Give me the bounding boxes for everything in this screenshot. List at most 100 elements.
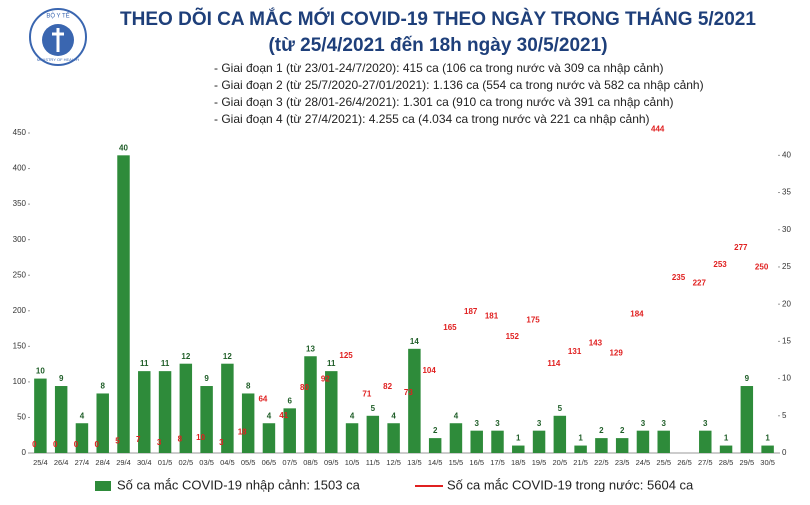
bar-label: 2 — [433, 426, 438, 435]
bar-label: 3 — [641, 419, 646, 428]
y2-tick-label: 20 — [782, 299, 791, 308]
x-tick-label: 25/4 — [33, 458, 48, 467]
bar-label: 11 — [140, 359, 149, 368]
bar — [387, 423, 400, 453]
bar-label: 4 — [267, 411, 272, 420]
x-tick-label: 20/5 — [553, 458, 568, 467]
bar-label: 1 — [578, 434, 583, 443]
x-tick-label: 03/5 — [199, 458, 214, 467]
line-label: 125 — [339, 351, 353, 360]
bar — [761, 445, 774, 453]
bar-label: 8 — [100, 382, 105, 391]
line-label: 250 — [755, 262, 769, 271]
y2-tick-label: 15 — [782, 336, 791, 345]
line-label: 0 — [74, 440, 79, 449]
y-tick-label: 300 — [13, 235, 27, 244]
bar — [179, 363, 193, 453]
bar-label: 3 — [537, 419, 542, 428]
line-label: 64 — [258, 395, 267, 404]
bar-label: 3 — [495, 419, 500, 428]
bar — [221, 363, 234, 453]
x-tick-label: 28/5 — [719, 458, 734, 467]
line-label: 7 — [136, 435, 141, 444]
bar-label: 12 — [223, 352, 232, 361]
y-tick-label: 50 — [17, 413, 26, 422]
bar — [574, 445, 587, 453]
annotation: - Giai đoạn 1 (từ 23/01-24/7/2020): 415 … — [214, 61, 664, 75]
bar — [615, 438, 629, 453]
bar — [138, 371, 151, 453]
line-label: 235 — [672, 273, 686, 282]
line-label: 104 — [422, 366, 436, 375]
line-label: 184 — [630, 309, 644, 318]
bar — [96, 393, 109, 453]
y-tick-label: 200 — [13, 306, 27, 315]
x-tick-label: 19/5 — [532, 458, 547, 467]
bar-label: 2 — [620, 426, 625, 435]
bar-label: 11 — [327, 359, 336, 368]
y2-tick-label: 25 — [782, 262, 791, 271]
x-tick-label: 04/5 — [220, 458, 235, 467]
bar-label: 4 — [391, 411, 396, 420]
x-tick-label: 27/5 — [698, 458, 713, 467]
y2-tick-label: 0 — [782, 448, 787, 457]
line-label: 131 — [568, 347, 582, 356]
x-tick-label: 25/5 — [656, 458, 671, 467]
x-tick-label: 13/5 — [407, 458, 422, 467]
x-tick-label: 12/5 — [386, 458, 401, 467]
line-label: 0 — [53, 440, 58, 449]
bar-label: 10 — [36, 367, 45, 376]
x-tick-label: 30/4 — [137, 458, 152, 467]
legend-swatch — [95, 481, 111, 491]
y2-tick-label: 5 — [782, 411, 787, 420]
bar — [34, 378, 47, 453]
bar-label: 11 — [161, 359, 170, 368]
line-label: 187 — [464, 307, 478, 316]
bar-label: 3 — [703, 419, 708, 428]
line-label: 71 — [362, 390, 371, 399]
x-tick-label: 11/5 — [366, 458, 380, 467]
line-label: 114 — [547, 359, 560, 368]
line-label: 0 — [94, 440, 99, 449]
x-tick-label: 02/5 — [179, 458, 194, 467]
x-tick-label: 29/4 — [116, 458, 131, 467]
x-tick-label: 29/5 — [740, 458, 755, 467]
x-tick-label: 01/5 — [158, 458, 173, 467]
bar-label: 3 — [661, 419, 666, 428]
x-tick-label: 15/5 — [449, 458, 464, 467]
bar-label: 4 — [454, 411, 459, 420]
bar — [699, 430, 712, 453]
bar-label: 3 — [474, 419, 479, 428]
y2-tick-label: 10 — [782, 374, 791, 383]
bar-label: 9 — [59, 374, 64, 383]
x-tick-label: 26/5 — [677, 458, 692, 467]
line-label: 181 — [485, 311, 499, 320]
line-label: 444 — [651, 124, 665, 133]
bar — [719, 445, 733, 453]
y-tick-label: 100 — [13, 377, 27, 386]
legend-label: Số ca mắc COVID-19 trong nước: 5604 ca — [447, 477, 694, 492]
x-tick-label: 08/5 — [303, 458, 318, 467]
line-label: 92 — [321, 375, 330, 384]
x-tick-label: 06/5 — [262, 458, 277, 467]
x-tick-label: 05/5 — [241, 458, 256, 467]
line-label: 253 — [713, 260, 727, 269]
x-tick-label: 10/5 — [345, 458, 360, 467]
y2-tick-label: 40 — [782, 150, 791, 159]
y-tick-label: 350 — [13, 199, 27, 208]
bar — [117, 155, 130, 454]
x-tick-label: 07/5 — [282, 458, 297, 467]
legend-label: Số ca mắc COVID-19 nhập cảnh: 1503 ca — [117, 477, 361, 492]
line-label: 143 — [589, 338, 603, 347]
bar — [449, 423, 463, 453]
bar — [428, 438, 442, 453]
bar — [54, 386, 68, 453]
line-label: 80 — [300, 383, 309, 392]
bar-label: 13 — [306, 344, 315, 353]
bar — [636, 430, 650, 453]
bar-label: 2 — [599, 426, 604, 435]
bar-label: 5 — [371, 404, 376, 413]
bar-label: 12 — [181, 352, 190, 361]
y-tick-label: 0 — [22, 448, 27, 457]
